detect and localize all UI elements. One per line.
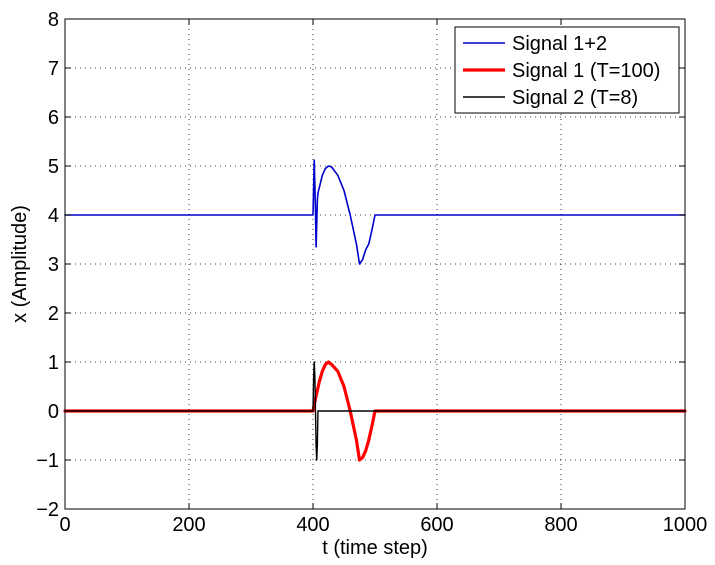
series-line-signal-1-2 — [64, 159, 686, 265]
series-line-signal-2 — [64, 361, 686, 461]
y-tick-label: 4 — [48, 205, 59, 227]
y-tick-label: −1 — [36, 450, 59, 472]
y-tick-label: 7 — [48, 58, 59, 80]
y-tick-label: 1 — [48, 352, 59, 374]
plot-frame — [64, 18, 686, 510]
y-tick-label: 2 — [48, 303, 59, 325]
series-line-signal-1 — [63, 360, 687, 462]
y-tick-label: 3 — [48, 254, 59, 276]
x-tick-label: 400 — [296, 514, 329, 536]
y-tick-label: 8 — [48, 9, 59, 31]
y-axis-label: x (Amplitude) — [9, 205, 31, 323]
legend-label-signal-2: Signal 2 (T=8) — [512, 87, 638, 109]
x-axis-label: t (time step) — [322, 537, 428, 559]
x-tick-label: 800 — [544, 514, 577, 536]
y-tick-label: 6 — [48, 107, 59, 129]
y-tick-label: −2 — [36, 499, 59, 521]
x-tick-label: 1000 — [663, 514, 708, 536]
legend-label-signal-1: Signal 1 (T=100) — [512, 60, 660, 82]
legend-label-signal-1-2: Signal 1+2 — [512, 33, 607, 55]
y-tick-label: 0 — [48, 401, 59, 423]
series-layer — [63, 159, 687, 462]
x-tick-label: 0 — [59, 514, 70, 536]
x-tick-label: 200 — [172, 514, 205, 536]
tick-layer: 0 200 400 600 800 1000 −2 −1 0 1 2 3 4 5 6 7 8 — [36, 9, 707, 536]
y-tick-label: 5 — [48, 156, 59, 178]
x-tick-label: 600 — [420, 514, 453, 536]
legend: Signal 1+2 Signal 1 (T=100) Signal 2 (T=… — [454, 26, 680, 114]
